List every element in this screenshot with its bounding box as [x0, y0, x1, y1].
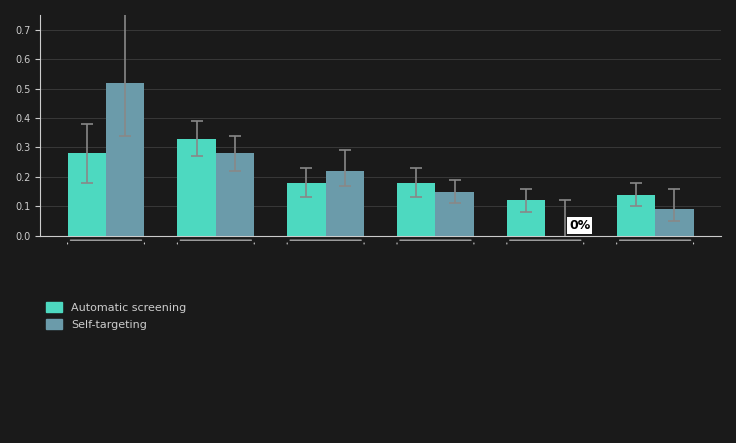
Bar: [655, 209, 693, 236]
Bar: [397, 183, 436, 236]
Legend: Automatic screening, Self-targeting: Automatic screening, Self-targeting: [46, 303, 186, 330]
Bar: [177, 139, 216, 236]
Bar: [507, 200, 545, 236]
Bar: [617, 194, 655, 236]
Bar: [106, 83, 144, 236]
Bar: [436, 192, 474, 236]
Bar: [68, 153, 106, 236]
Text: 0%: 0%: [569, 219, 590, 232]
Bar: [325, 171, 364, 236]
Bar: [216, 153, 254, 236]
Bar: [287, 183, 325, 236]
